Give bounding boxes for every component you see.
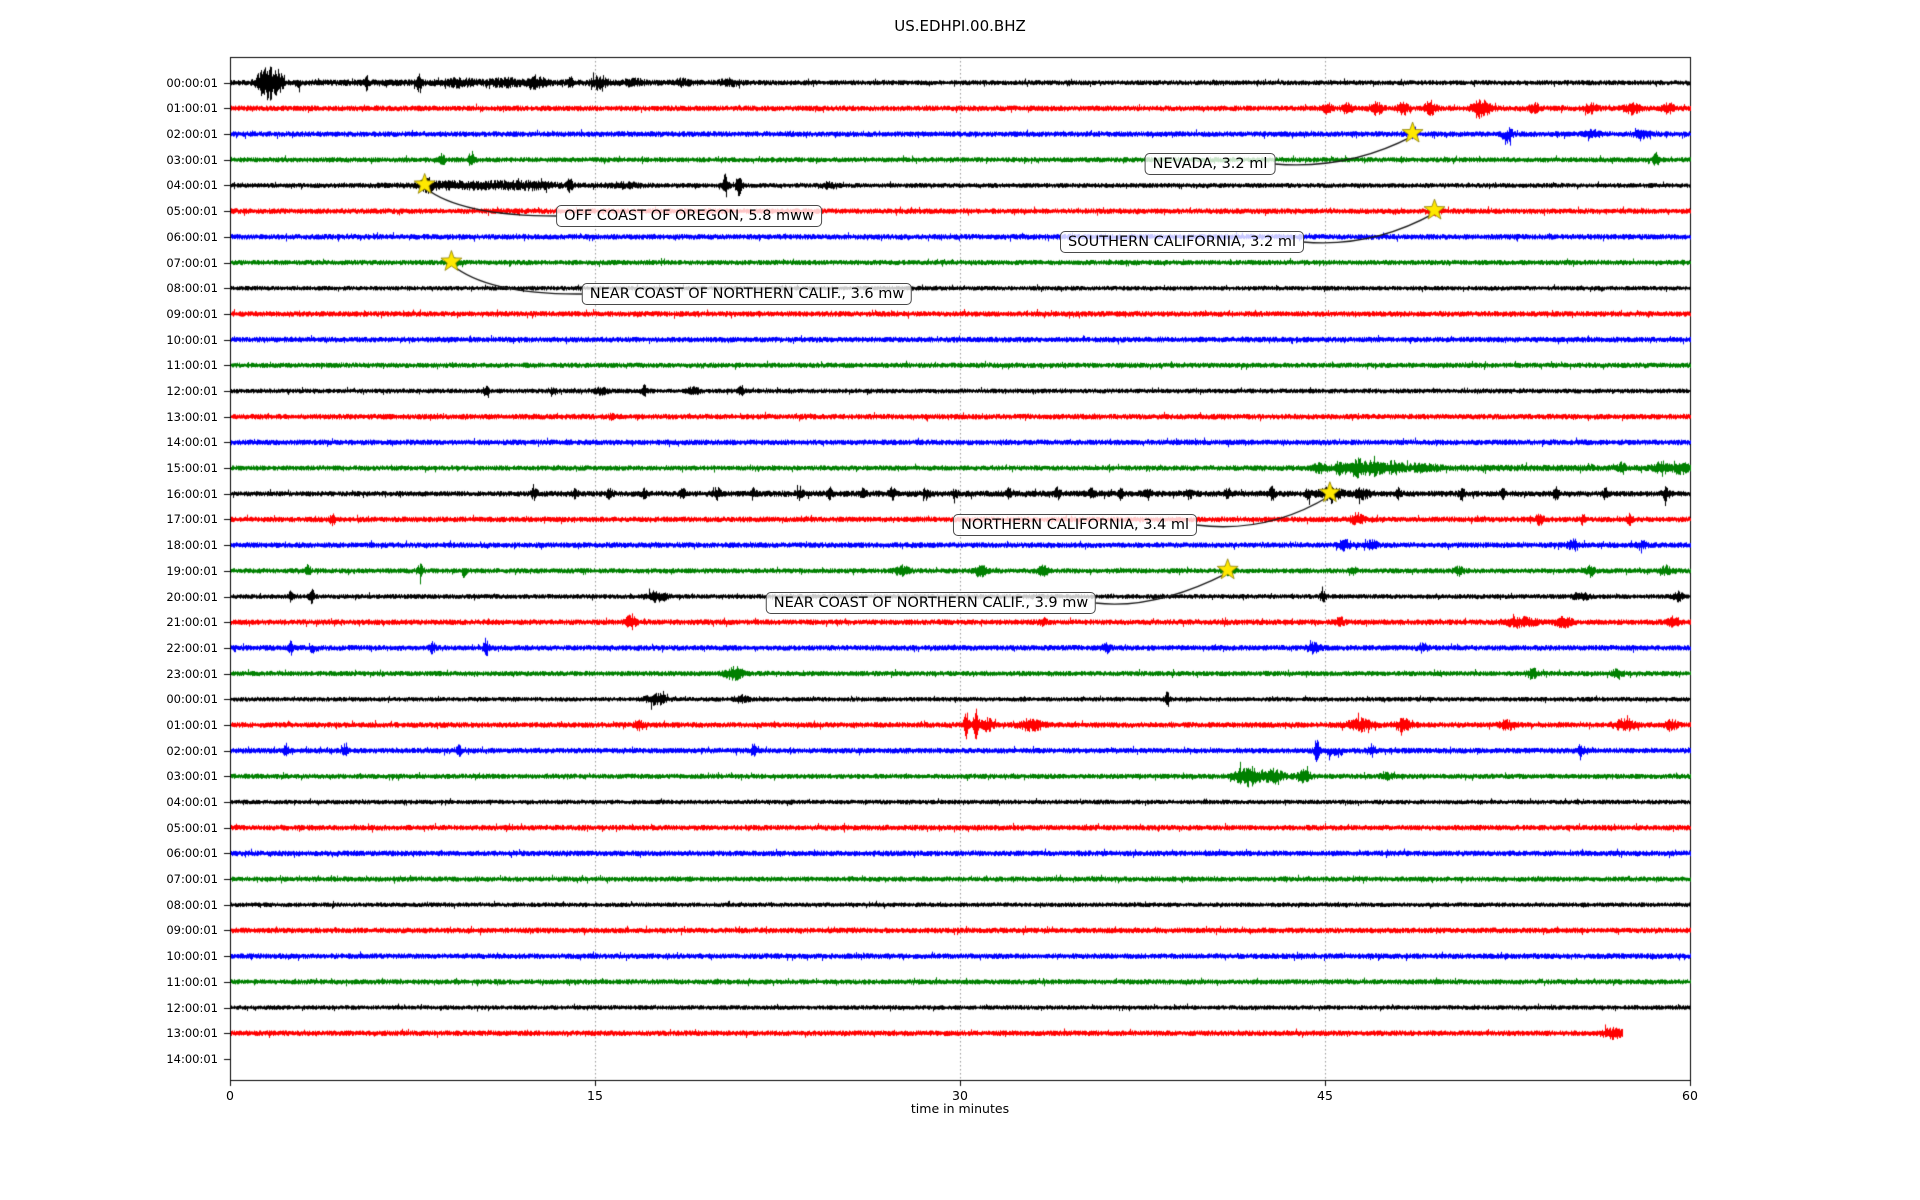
- x-tick-label: 0: [226, 1088, 234, 1103]
- event-annotation-label: NEAR COAST OF NORTHERN CALIF., 3.9 mw: [765, 592, 1097, 614]
- y-tick-label: 10:00:01: [166, 949, 218, 964]
- x-tick-label: 45: [1317, 1088, 1333, 1103]
- y-tick-label: 08:00:01: [166, 281, 218, 296]
- y-tick-label: 07:00:01: [166, 255, 218, 270]
- y-tick-label: 04:00:01: [166, 795, 218, 810]
- y-tick-label: 12:00:01: [166, 1000, 218, 1015]
- y-tick-label: 02:00:01: [166, 127, 218, 142]
- y-tick-label: 11:00:01: [166, 974, 218, 989]
- y-tick-label: 05:00:01: [166, 820, 218, 835]
- y-tick-label: 09:00:01: [166, 923, 218, 938]
- y-tick-label: 08:00:01: [166, 897, 218, 912]
- y-tick-label: 01:00:01: [166, 101, 218, 116]
- y-tick-label: 09:00:01: [166, 306, 218, 321]
- y-tick-label: 23:00:01: [166, 666, 218, 681]
- y-tick-label: 13:00:01: [166, 1026, 218, 1041]
- y-tick-label: 05:00:01: [166, 204, 218, 219]
- y-tick-label: 04:00:01: [166, 178, 218, 193]
- y-tick-label: 22:00:01: [166, 640, 218, 655]
- y-tick-label: 11:00:01: [166, 358, 218, 373]
- y-tick-label: 19:00:01: [166, 563, 218, 578]
- plot-title: US.EDHPI.00.BHZ: [894, 17, 1026, 35]
- y-tick-label: 00:00:01: [166, 692, 218, 707]
- y-tick-label: 14:00:01: [166, 435, 218, 450]
- y-tick-label: 21:00:01: [166, 615, 218, 630]
- y-tick-label: 10:00:01: [166, 332, 218, 347]
- y-tick-label: 16:00:01: [166, 486, 218, 501]
- y-tick-label: 14:00:01: [166, 1051, 218, 1066]
- y-tick-label: 06:00:01: [166, 229, 218, 244]
- y-tick-label: 18:00:01: [166, 538, 218, 553]
- x-tick-label: 15: [587, 1088, 603, 1103]
- y-tick-label: 06:00:01: [166, 846, 218, 861]
- y-tick-label: 15:00:01: [166, 461, 218, 476]
- event-annotation-label: SOUTHERN CALIFORNIA, 3.2 ml: [1060, 231, 1304, 253]
- y-tick-label: 17:00:01: [166, 512, 218, 527]
- y-tick-label: 00:00:01: [166, 75, 218, 90]
- x-tick-label: 30: [952, 1088, 968, 1103]
- y-tick-label: 01:00:01: [166, 717, 218, 732]
- event-annotation-label: NEAR COAST OF NORTHERN CALIF., 3.6 mw: [581, 283, 913, 305]
- y-tick-label: 12:00:01: [166, 383, 218, 398]
- event-annotation-label: OFF COAST OF OREGON, 5.8 mww: [556, 205, 822, 227]
- y-tick-label: 20:00:01: [166, 589, 218, 604]
- y-tick-label: 13:00:01: [166, 409, 218, 424]
- x-tick-label: 60: [1682, 1088, 1698, 1103]
- event-annotation-label: NEVADA, 3.2 ml: [1144, 153, 1276, 175]
- y-tick-label: 03:00:01: [166, 769, 218, 784]
- y-tick-label: 02:00:01: [166, 743, 218, 758]
- y-tick-label: 07:00:01: [166, 872, 218, 887]
- x-axis-label: time in minutes: [910, 1101, 1010, 1116]
- event-annotation-label: NORTHERN CALIFORNIA, 3.4 ml: [952, 514, 1198, 536]
- y-tick-label: 03:00:01: [166, 152, 218, 167]
